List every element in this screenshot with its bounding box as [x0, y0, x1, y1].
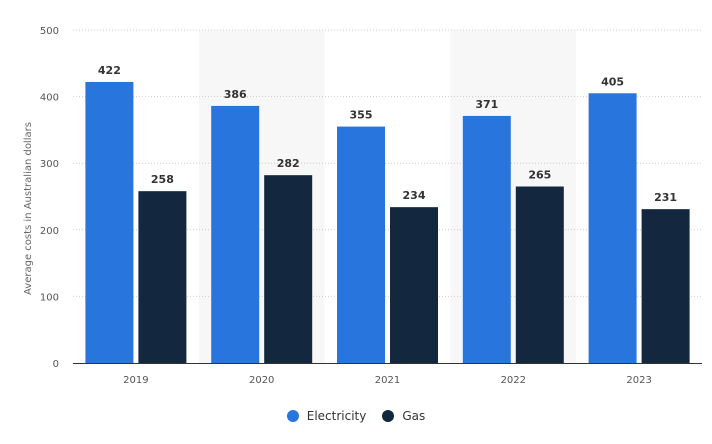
data-label-electricity-2020: 386: [224, 88, 247, 101]
x-tick-label-2020: 2020: [249, 375, 274, 386]
y-tick-label-500: 500: [40, 26, 59, 37]
y-axis-title: Average costs in Australian dollars: [23, 122, 34, 295]
legend-swatch-gas: [382, 410, 395, 422]
bar-electricity-2020: [211, 105, 260, 363]
bar-electricity-2021: [337, 126, 385, 363]
data-label-gas-2022: 265: [528, 169, 551, 182]
x-tick-label-2019: 2019: [123, 375, 148, 386]
data-label-electricity-2023: 405: [601, 75, 624, 88]
bar-electricity-2019: [85, 81, 134, 363]
bar-gas-2023: [641, 209, 690, 363]
x-tick-label-2023: 2023: [626, 375, 651, 386]
bar-gas-2021: [390, 207, 438, 363]
legend: Electricity Gas: [0, 409, 712, 423]
data-label-gas-2019: 258: [151, 173, 174, 186]
data-label-gas-2020: 282: [277, 157, 300, 170]
legend-swatch-electricity: [286, 410, 299, 422]
bar-electricity-2023: [588, 93, 637, 364]
x-tick-label-2022: 2022: [501, 375, 526, 386]
data-label-electricity-2021: 355: [350, 109, 373, 122]
y-tick-label-0: 0: [53, 359, 59, 370]
legend-label-electricity: Electricity: [306, 409, 367, 423]
data-label-gas-2023: 231: [654, 191, 677, 204]
bar-electricity-2022: [462, 115, 511, 363]
data-label-gas-2021: 234: [403, 189, 426, 202]
y-tick-label-200: 200: [40, 226, 59, 237]
y-tick-label-400: 400: [40, 93, 59, 104]
y-tick-label-300: 300: [40, 159, 59, 170]
x-tick-label-2021: 2021: [375, 375, 400, 386]
bar-gas-2019: [138, 191, 187, 363]
legend-label-gas: Gas: [402, 409, 426, 423]
legend-item-gas[interactable]: Gas: [382, 409, 425, 423]
y-tick-label-100: 100: [40, 292, 59, 303]
data-label-electricity-2019: 422: [98, 64, 121, 77]
bar-gas-2020: [264, 175, 313, 363]
bar-gas-2022: [515, 186, 564, 363]
legend-item-electricity[interactable]: Electricity: [286, 409, 367, 423]
data-label-electricity-2022: 371: [475, 98, 498, 111]
